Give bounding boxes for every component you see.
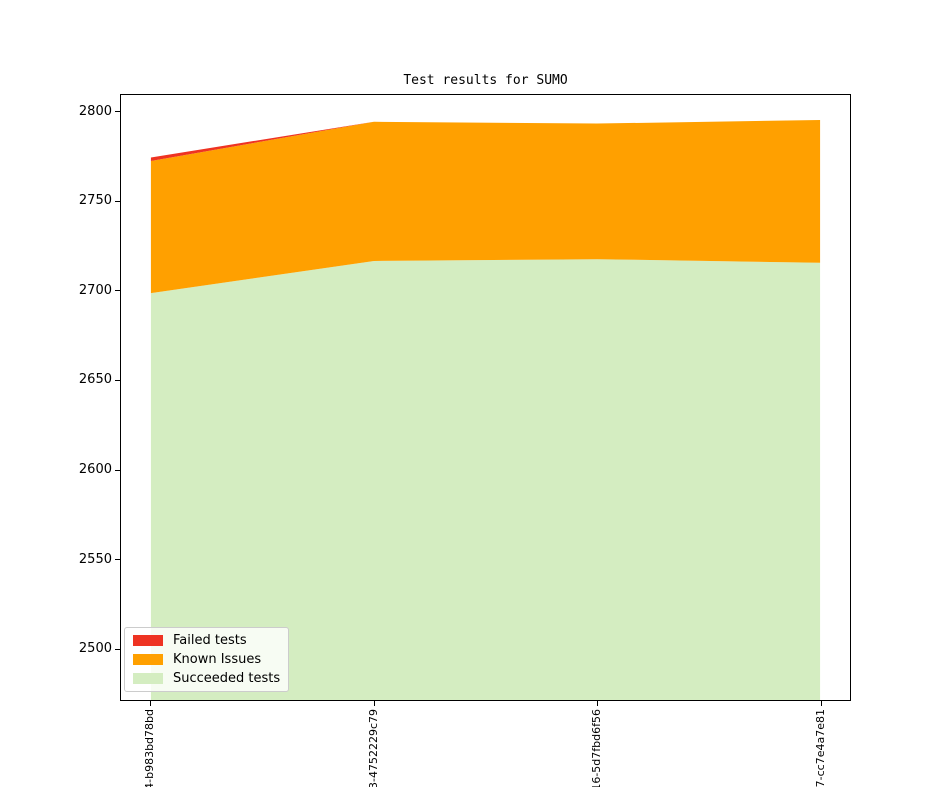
x-tick-mark — [150, 701, 151, 706]
y-tick-label: 2500 — [78, 641, 112, 657]
x-tick-mark — [821, 701, 822, 706]
y-tick-mark — [115, 648, 120, 650]
legend-row-failed: Failed tests — [133, 633, 280, 648]
y-tick-mark — [115, 559, 120, 561]
legend-row-known-issues: Known Issues — [133, 652, 280, 667]
chart-title: Test results for SUMO — [403, 73, 568, 88]
y-tick-label: 2750 — [78, 193, 112, 209]
y-tick-mark — [115, 290, 120, 292]
y-tick-mark — [115, 379, 120, 381]
y-tick-label: 2600 — [78, 462, 112, 478]
plot-area — [120, 94, 851, 701]
y-tick-label: 2700 — [78, 282, 112, 298]
y-tick-label: 2650 — [78, 372, 112, 388]
failed-tests-swatch — [133, 635, 163, 646]
x-tick-label: 23-4752229c79 — [366, 709, 380, 787]
known-issues-label: Known Issues — [173, 652, 262, 667]
succeeded-tests-swatch — [133, 673, 163, 684]
legend-row-succeeded: Succeeded tests — [133, 671, 280, 686]
succeeded-tests-label: Succeeded tests — [173, 671, 281, 686]
x-tick-label: 14-b983bd78bd — [143, 709, 156, 787]
y-tick-mark — [115, 111, 120, 113]
x-tick-mark — [373, 701, 375, 706]
failed-tests-label: Failed tests — [173, 633, 247, 648]
known-issues-area — [150, 119, 821, 294]
y-tick-label: 2550 — [78, 551, 112, 567]
y-tick-mark — [115, 469, 120, 471]
x-tick-mark — [597, 701, 599, 706]
known-issues-swatch — [133, 654, 163, 665]
x-tick-label: 316-5d7fbd6f56 — [590, 709, 604, 787]
y-tick-label: 2800 — [78, 103, 112, 119]
legend: Failed tests Known Issues Succeeded test… — [124, 627, 289, 692]
x-tick-label: 47-cc7e4a7e81 — [814, 709, 827, 787]
y-tick-mark — [115, 200, 120, 202]
stacked-area-chart — [150, 119, 821, 700]
succeeded-tests-area — [150, 259, 821, 700]
